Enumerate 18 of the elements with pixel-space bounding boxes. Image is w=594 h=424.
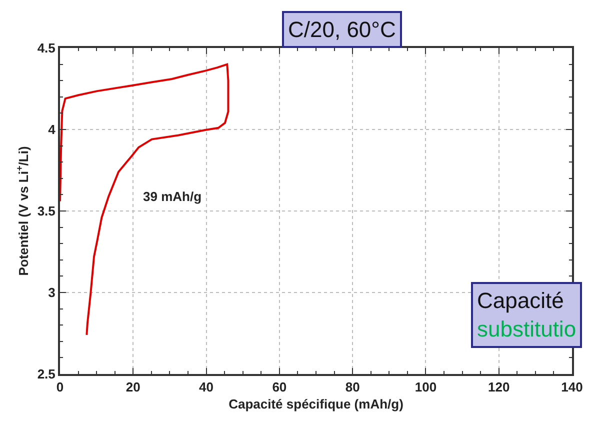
text: C/20, 60°C [288,17,396,42]
y-tick-label: 2.5 [37,366,56,382]
x-tick-label: 80 [345,380,360,395]
x-tick-label: 60 [272,380,287,395]
x-tick-label: 40 [199,380,214,395]
x-axis-title: Capacité spécifique (mAh/g) [228,396,404,412]
x-tick-label: 120 [488,380,510,395]
annotation: 39 mAh/g [143,189,202,204]
x-tick-label: 140 [561,380,583,395]
line-series [60,63,230,336]
y-tick-label: 4 [48,122,56,138]
y-tick-label: 3.5 [37,204,56,219]
x-tick-label: 20 [126,380,140,395]
y-tick-label: 3 [48,285,56,300]
annotation: Capacité substitutio [477,288,576,342]
x-tick-label: 0 [56,380,64,395]
x-tick-label: 100 [414,380,437,395]
y-tick-label: 4.5 [37,40,56,56]
